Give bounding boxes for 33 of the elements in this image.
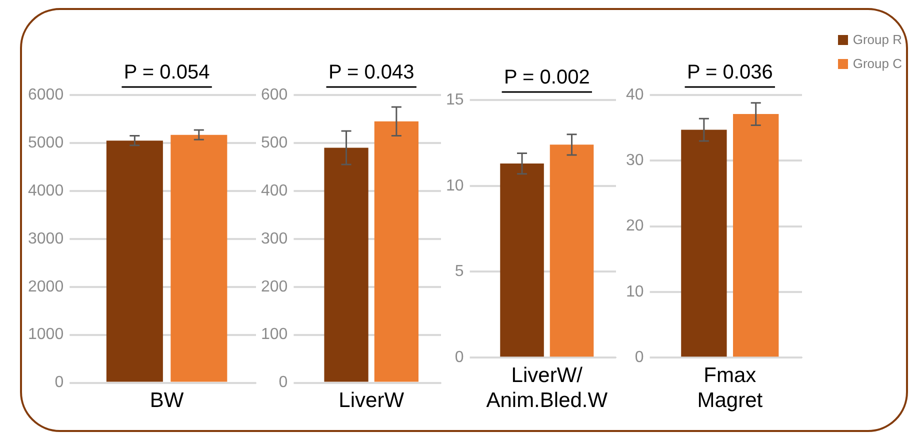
y-tick-label: 20 — [626, 218, 644, 235]
y-tick-label: 5 — [454, 263, 464, 280]
y-tick-label: 0 — [54, 374, 64, 392]
y-tick-label: 400 — [260, 182, 288, 200]
y-tick-label: 10 — [446, 177, 464, 194]
text: P = 0.043 — [328, 62, 414, 84]
y-tick-label: 5000 — [28, 134, 64, 152]
y-tick-label: 10 — [626, 283, 644, 300]
y-tick-label: 600 — [260, 86, 288, 104]
text: P = 0.036 — [686, 62, 773, 84]
y-tick-label: 6000 — [28, 86, 64, 104]
y-tick-label: 40 — [626, 86, 644, 104]
y-tick-label: 0 — [454, 349, 464, 366]
y-tick-label: 2000 — [28, 278, 64, 296]
text: P = 0.054 — [124, 62, 210, 84]
x-tick-label: LiverW — [338, 389, 404, 412]
y-tick-label: 200 — [260, 278, 288, 296]
legend-label: Group C — [852, 56, 902, 71]
y-tick-label: 1000 — [28, 326, 64, 344]
x-tick-label: LiverW/ Anim.Bled.W — [486, 364, 608, 412]
y-tick-label: 30 — [626, 152, 644, 170]
y-tick-label: 4000 — [28, 182, 64, 200]
y-tick-label: 500 — [260, 134, 288, 152]
y-tick-label: 0 — [278, 374, 288, 392]
x-tick-label: Fmax Magret — [697, 364, 763, 412]
y-tick-label: 3000 — [28, 230, 64, 248]
legend-label: Group R — [852, 32, 902, 47]
x-tick-label: BW — [150, 389, 184, 412]
y-tick-label: 0 — [634, 349, 644, 366]
y-tick-label: 15 — [446, 91, 464, 108]
text: P = 0.002 — [504, 66, 590, 89]
y-tick-label: 100 — [260, 326, 288, 344]
y-tick-label: 300 — [260, 230, 288, 248]
